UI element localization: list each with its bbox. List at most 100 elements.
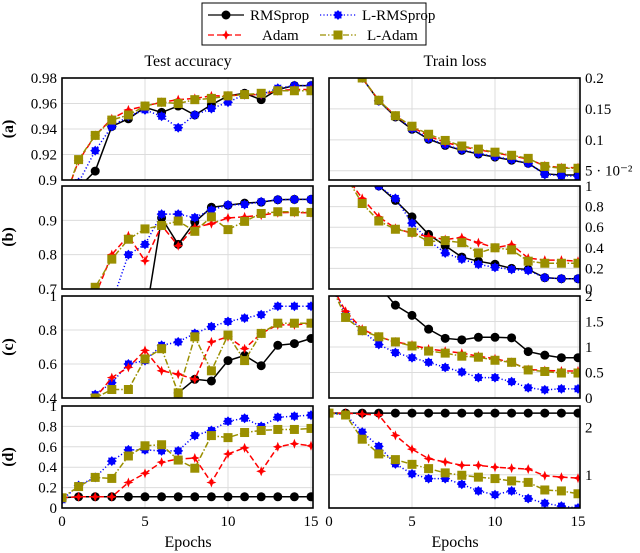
y-tick-label: 0.1 (585, 133, 604, 149)
data-point-rmsprop (74, 183, 83, 192)
grid (328, 296, 580, 398)
axes-frame (61, 405, 314, 509)
data-point-l-adam (540, 485, 550, 495)
data-point-l-rmsprop (223, 416, 233, 427)
series-line-l-rmsprop (377, 186, 578, 280)
series-adam (90, 318, 313, 398)
data-point-rmsprop (424, 324, 434, 334)
y-tick-label: 0.96 (31, 97, 58, 113)
data-point-l-adam (74, 353, 83, 362)
data-point-l-adam (490, 474, 500, 484)
data-point-l-rmsprop (223, 199, 233, 210)
series-line-l-adam (329, 412, 579, 495)
y-tick-label: 0.15 (585, 102, 611, 118)
panel--b--train-loss: 1 0.8 0.6 0.4 0.2 0 (328, 171, 604, 298)
data-point-adam (206, 336, 217, 347)
legend-item-l-adam: L-Adam (320, 28, 418, 44)
data-point-adam (173, 369, 184, 380)
legend-marker-l-rmsprop (333, 10, 343, 20)
series-line-l-rmsprop (62, 414, 312, 501)
data-point-adam (341, 171, 351, 181)
data-point-l-adam (440, 348, 450, 358)
data-point-rmsprop (573, 353, 580, 363)
data-point-l-rmsprop (239, 199, 250, 210)
data-point-l-rmsprop (239, 313, 250, 324)
data-point-l-adam (490, 355, 500, 365)
y-tick-label: 0.8 (38, 248, 57, 264)
y-tick-label: 0.98 (31, 71, 57, 87)
data-point-l-adam (457, 351, 467, 361)
data-point-l-adam (440, 468, 450, 478)
data-point-l-rmsprop (523, 382, 534, 393)
data-point-l-rmsprop (373, 441, 384, 452)
data-point-l-adam (240, 216, 250, 226)
data-point-l-adam (289, 207, 299, 217)
data-point-l-rmsprop (206, 321, 217, 332)
y-tick-label: 1 (585, 340, 593, 356)
series-line-l-rmsprop (361, 78, 579, 178)
data-point-rmsprop (573, 408, 580, 418)
series-group (89, 301, 313, 398)
data-point-l-adam (357, 199, 367, 209)
data-point-l-adam (256, 208, 266, 218)
data-point-l-rmsprop (407, 218, 417, 229)
data-point-rmsprop (523, 408, 533, 418)
data-point-l-adam (490, 147, 500, 157)
data-point-l-adam (523, 153, 533, 163)
legend-label-rmsprop: RMSprop (250, 8, 309, 24)
data-point-l-adam (190, 226, 200, 236)
data-point-l-rmsprop (490, 372, 500, 383)
legend-item-l-rmsprop: L-RMSprop (320, 8, 435, 24)
data-point-l-adam (74, 482, 84, 492)
y-tick-label: 1 (50, 289, 58, 305)
data-point-l-rmsprop (539, 169, 550, 180)
panel--a--train-loss: 0.2 0.15 0.1 5 · 10⁻² (328, 71, 633, 181)
y-tick-label: 0.6 (38, 357, 57, 373)
data-point-rmsprop (424, 408, 434, 418)
data-point-l-adam (90, 282, 100, 289)
data-point-l-adam (374, 95, 384, 105)
data-point-adam (573, 473, 580, 484)
data-point-l-adam (223, 225, 233, 235)
data-point-l-rmsprop (272, 194, 283, 205)
data-point-adam (140, 345, 150, 356)
data-point-l-adam (473, 144, 483, 154)
data-point-l-rmsprop (440, 362, 451, 373)
data-point-l-adam (424, 237, 434, 247)
data-point-adam (523, 464, 534, 475)
x-tick-label: 15 (571, 514, 586, 530)
data-point-l-rmsprop (189, 109, 200, 120)
data-point-rmsprop (289, 339, 299, 349)
data-point-l-adam (273, 424, 283, 434)
data-point-rmsprop (123, 492, 133, 502)
data-point-l-rmsprop (506, 485, 517, 496)
data-point-l-adam (223, 330, 233, 340)
series-line-l-rmsprop (115, 198, 311, 289)
series-line-adam (70, 88, 311, 180)
y-tick-label: 1 (585, 468, 593, 484)
data-point-adam (506, 463, 517, 474)
data-point-l-rmsprop (490, 262, 500, 273)
x-tick-label: 10 (221, 514, 236, 530)
data-point-rmsprop (206, 492, 216, 502)
data-point-l-adam (306, 423, 313, 433)
data-point-adam (106, 372, 117, 383)
data-point-l-rmsprop (539, 498, 550, 508)
data-point-rmsprop (556, 353, 566, 363)
series-group (329, 408, 580, 508)
data-point-l-adam (107, 473, 117, 483)
data-point-rmsprop (523, 347, 533, 357)
data-point-l-adam (573, 489, 580, 499)
data-point-adam (206, 477, 217, 488)
data-point-rmsprop (157, 492, 167, 502)
panel--b--test-accuracy: 0.7 0.8 0.9 (38, 185, 314, 362)
data-point-l-rmsprop (90, 318, 100, 328)
data-point-l-adam (273, 86, 283, 96)
legend-frame (201, 2, 427, 46)
y-tick-label: 1 (585, 179, 593, 195)
data-point-rmsprop (273, 492, 283, 502)
legend-marker-rmsprop (221, 10, 231, 20)
data-point-l-adam (256, 425, 266, 435)
series-line-adam (329, 412, 579, 479)
data-point-adam (156, 365, 167, 376)
